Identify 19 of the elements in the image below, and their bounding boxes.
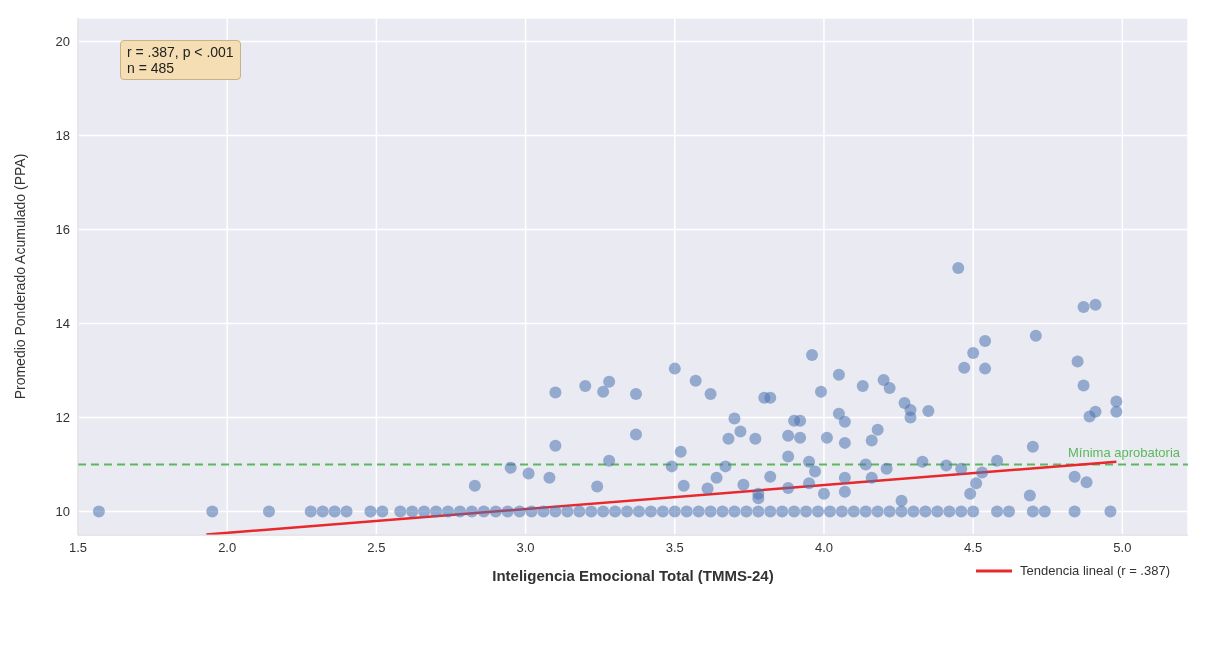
- x-axis-title: Inteligencia Emocional Total (TMMS-24): [492, 567, 774, 584]
- y-tick-label: 14: [55, 316, 70, 332]
- x-tick-label: 1.5: [68, 540, 88, 556]
- y-axis-title: Promedio Ponderado Acumulado (PPA): [11, 153, 28, 400]
- y-tick-label: 10: [55, 504, 70, 520]
- annotation: r = .387, p < .001 n = 485: [120, 40, 241, 80]
- x-tick-label: 5.0: [1113, 540, 1132, 556]
- x-tick-label: 2.0: [218, 540, 237, 556]
- y-tick-label: 18: [55, 128, 70, 144]
- x-tick-label: 4.0: [814, 540, 834, 556]
- x-tick-label: 2.5: [367, 540, 386, 556]
- y-tick-label: 16: [55, 222, 70, 238]
- ref-line-label: Mínima aprobatoria: [1068, 444, 1181, 460]
- x-tick-label: 3.0: [516, 540, 535, 556]
- x-tick-label: 4.5: [964, 540, 983, 556]
- legend-label: Tendencia lineal (r = .387): [1020, 563, 1170, 578]
- x-tick-label: 3.5: [665, 540, 684, 556]
- y-tick-label: 20: [55, 34, 70, 50]
- y-tick-label: 12: [55, 410, 70, 426]
